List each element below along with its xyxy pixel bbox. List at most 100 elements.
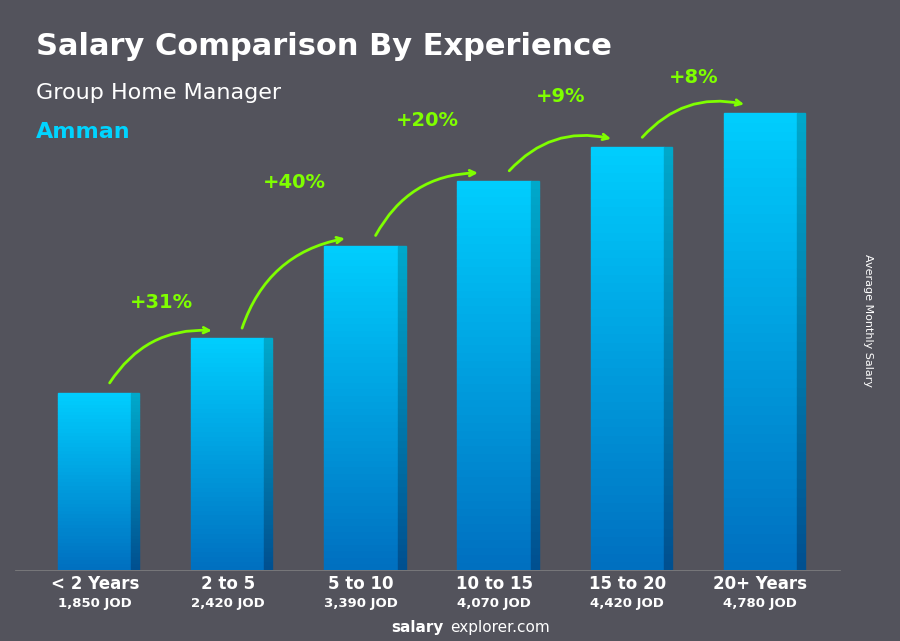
Bar [590,358,663,367]
Bar [131,407,140,411]
Bar [457,406,531,414]
Bar [131,439,140,442]
Bar [796,231,805,240]
Bar [796,378,805,387]
Bar [324,330,398,337]
Bar [796,360,805,369]
Bar [192,459,265,463]
Bar [131,563,140,567]
Bar [398,291,406,297]
Bar [457,228,531,235]
Bar [531,251,538,258]
Bar [590,156,663,164]
Bar [192,478,265,482]
Bar [590,333,663,342]
Bar [590,249,663,257]
Bar [398,466,406,472]
Bar [131,538,140,542]
Bar [590,511,663,519]
Bar [265,547,273,551]
Bar [457,453,531,461]
Bar [265,454,273,459]
Bar [796,268,805,278]
Bar [192,463,265,468]
Bar [663,172,671,181]
Bar [724,204,796,213]
Bar [324,246,398,252]
Bar [724,250,796,259]
Bar [265,510,273,514]
Bar [663,147,671,156]
Bar [324,518,398,524]
Bar [398,278,406,285]
Bar [724,304,796,314]
Bar [192,538,265,542]
Bar [265,565,273,570]
Bar [192,551,265,556]
Bar [192,366,265,370]
Bar [265,533,273,538]
Bar [58,503,131,506]
Bar [265,385,273,389]
Bar [796,488,805,497]
Bar [131,528,140,531]
Bar [663,265,671,274]
Bar [457,367,531,375]
Bar [398,356,406,362]
Bar [663,536,671,545]
Bar [131,503,140,506]
Bar [398,434,406,440]
Bar [457,515,531,523]
Bar [590,536,663,545]
Bar [265,487,273,491]
Bar [796,332,805,341]
Bar [131,446,140,449]
Bar [457,274,531,282]
Bar [531,539,538,547]
Bar [398,369,406,376]
Bar [531,422,538,429]
Bar [590,401,663,409]
Bar [457,391,531,399]
Bar [531,367,538,375]
Bar [265,389,273,394]
Bar [590,299,663,308]
Bar [590,265,663,274]
Bar [131,556,140,560]
Bar [796,451,805,460]
Bar [131,460,140,463]
Bar [724,259,796,268]
Bar [131,499,140,503]
Bar [324,453,398,460]
Bar [457,547,531,554]
Bar [192,496,265,501]
Bar [531,414,538,422]
Bar [265,445,273,449]
Bar [58,442,131,446]
Bar [663,308,671,316]
Bar [796,405,805,415]
Bar [663,274,671,283]
Bar [796,469,805,478]
Bar [457,484,531,492]
Bar [590,519,663,528]
Bar [663,367,671,376]
Bar [796,387,805,396]
Bar [457,399,531,406]
Bar [324,544,398,551]
Bar [531,344,538,352]
Bar [724,415,796,424]
Bar [324,408,398,414]
Bar [531,360,538,367]
Bar [324,317,398,324]
Bar [192,491,265,496]
Bar [796,140,805,149]
Bar [131,510,140,513]
Bar [796,460,805,469]
Bar [531,484,538,492]
Bar [58,545,131,549]
Bar [58,425,131,428]
Bar [724,149,796,158]
Bar [192,449,265,454]
Bar [131,393,140,397]
